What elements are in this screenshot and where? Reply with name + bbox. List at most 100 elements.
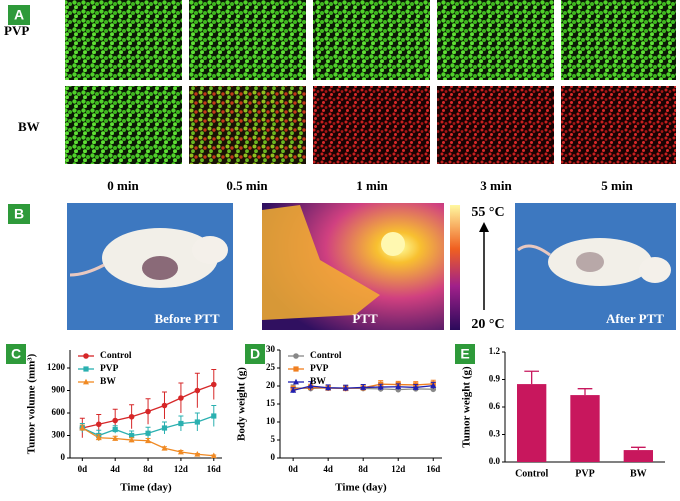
panel-badge [6,344,26,364]
time-label: 3 min [480,178,512,193]
panel-badge [8,204,30,224]
error-bar [577,388,593,396]
legend-label: BW [310,377,326,387]
photo: Before PTT [67,203,233,330]
point [360,384,367,390]
y-tick-label: 20 [266,380,276,390]
error-bar [631,446,646,451]
x-tick-label: 0d [288,464,298,474]
photo-caption: After PTT [606,311,664,326]
legend-label: BW [100,377,116,387]
y-tick-label: 0 [271,452,276,462]
point [161,402,168,409]
legend-label: PVP [310,364,329,374]
panel-label: C [11,346,21,362]
point [112,435,119,441]
y-tick-label: 0.9 [489,374,501,384]
row-label: BW [18,119,40,134]
legend-marker [293,366,299,372]
point [412,384,419,390]
legend-label: PVP [100,364,119,374]
micrograph [65,0,182,80]
legend-label: Control [310,351,342,361]
error-bar [524,370,539,385]
time-label: 1 min [356,178,388,193]
scale-label: 20 °C [471,317,504,332]
point [112,426,118,433]
point [95,421,102,428]
y-tick-label: 5 [271,434,276,444]
row-label: PVP [4,23,29,38]
y-tick-label: 15 [266,398,276,408]
legend-marker [293,353,299,359]
x-tick-label: 16d [426,464,440,474]
point [194,387,201,394]
micrograph [65,86,182,164]
x-tick-label: 8d [358,464,368,474]
x-axis-label: Time (day) [335,482,387,494]
micrograph [561,0,676,80]
panel-label: A [14,7,24,23]
y-tick-label: 0 [61,452,66,462]
point [112,417,118,424]
time-label: 5 min [601,178,633,193]
micrograph [561,86,676,164]
x-tick-label: Control [515,468,548,479]
x-tick-label: 4d [110,464,120,474]
legend-marker [83,378,89,385]
point [79,424,86,431]
y-tick-label: 1.2 [489,346,501,356]
panel-badge [245,344,265,364]
point [145,437,152,444]
panel-badge [8,5,30,25]
point [290,387,297,393]
point [145,430,151,436]
photo: After PTT [515,203,676,330]
time-label: 0 min [107,178,139,193]
point [161,425,168,431]
point [128,413,135,420]
y-tick-label: 30 [266,344,276,354]
point [194,451,201,457]
x-tick-label: 0d [78,464,88,474]
x-tick-label: 8d [143,464,153,474]
micrograph [313,86,430,164]
micrograph [437,0,554,80]
micrograph [189,0,306,80]
point [95,434,102,441]
point [342,384,349,391]
point [377,383,384,390]
x-tick-label: PVP [575,468,594,479]
bar [517,384,547,462]
y-tick-label: 10 [266,416,276,426]
y-tick-label: 600 [52,407,66,417]
photo-caption: Before PTT [154,311,219,326]
panel-badge [455,344,475,364]
y-tick-label: 25 [266,362,276,372]
x-tick-label: 12d [391,464,405,474]
y-tick-label: 0.3 [489,429,501,439]
panel-label: D [250,346,260,362]
micrograph [189,86,306,164]
point [430,382,437,389]
x-tick-label: 4d [323,464,333,474]
legend-marker [83,366,89,372]
point [307,382,314,389]
point [178,395,184,401]
scale-label: 55 °C [471,205,504,220]
micrographs [65,0,676,164]
point [211,413,217,419]
legend-marker [293,378,299,385]
y-axis-label: Tumor volume (mm³) [26,353,38,454]
x-axis-label: Time (day) [120,482,172,494]
point [395,383,402,390]
y-axis-label: Body weight (g) [236,367,248,441]
y-tick-label: 0.0 [489,456,501,466]
point [177,448,184,455]
arrow [479,222,489,310]
x-tick-label: BW [630,468,647,479]
point [129,432,135,439]
micrograph [313,0,430,80]
